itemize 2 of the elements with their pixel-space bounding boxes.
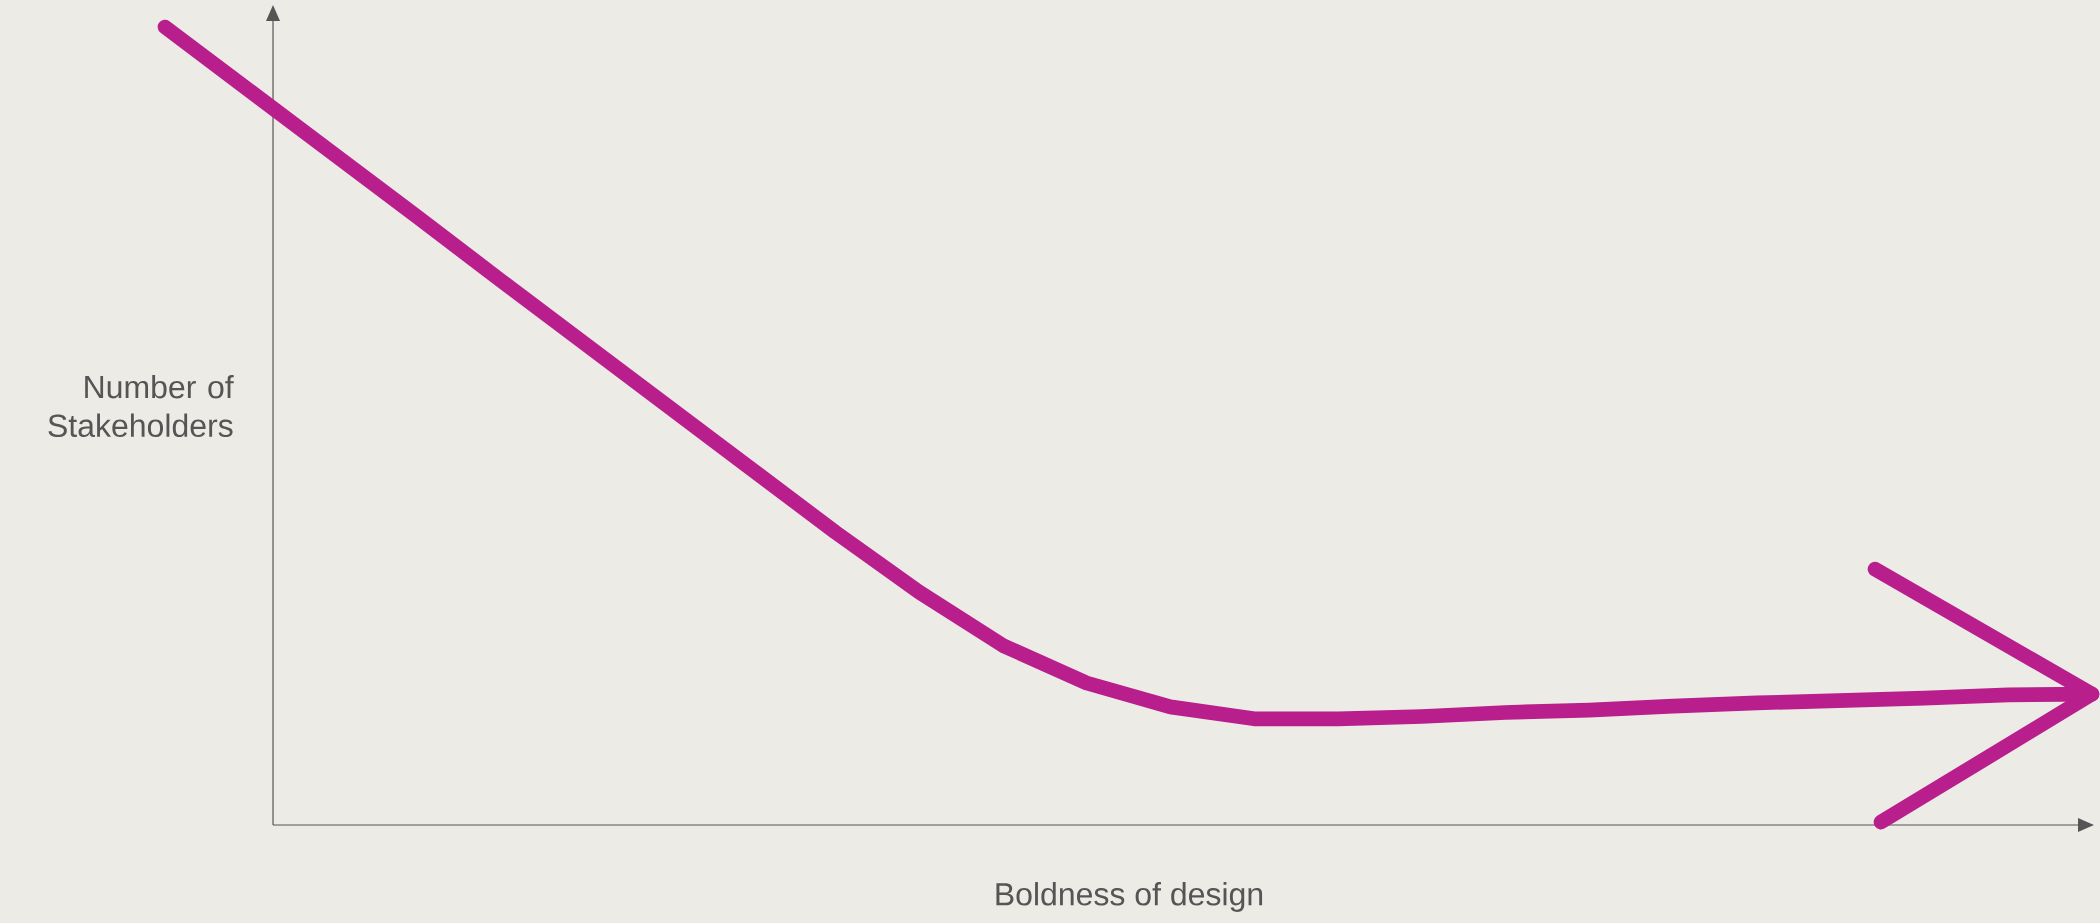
y-axis-title: Number of Stakeholders xyxy=(48,374,234,438)
x-axis-title: Boldness of design xyxy=(996,882,1263,912)
